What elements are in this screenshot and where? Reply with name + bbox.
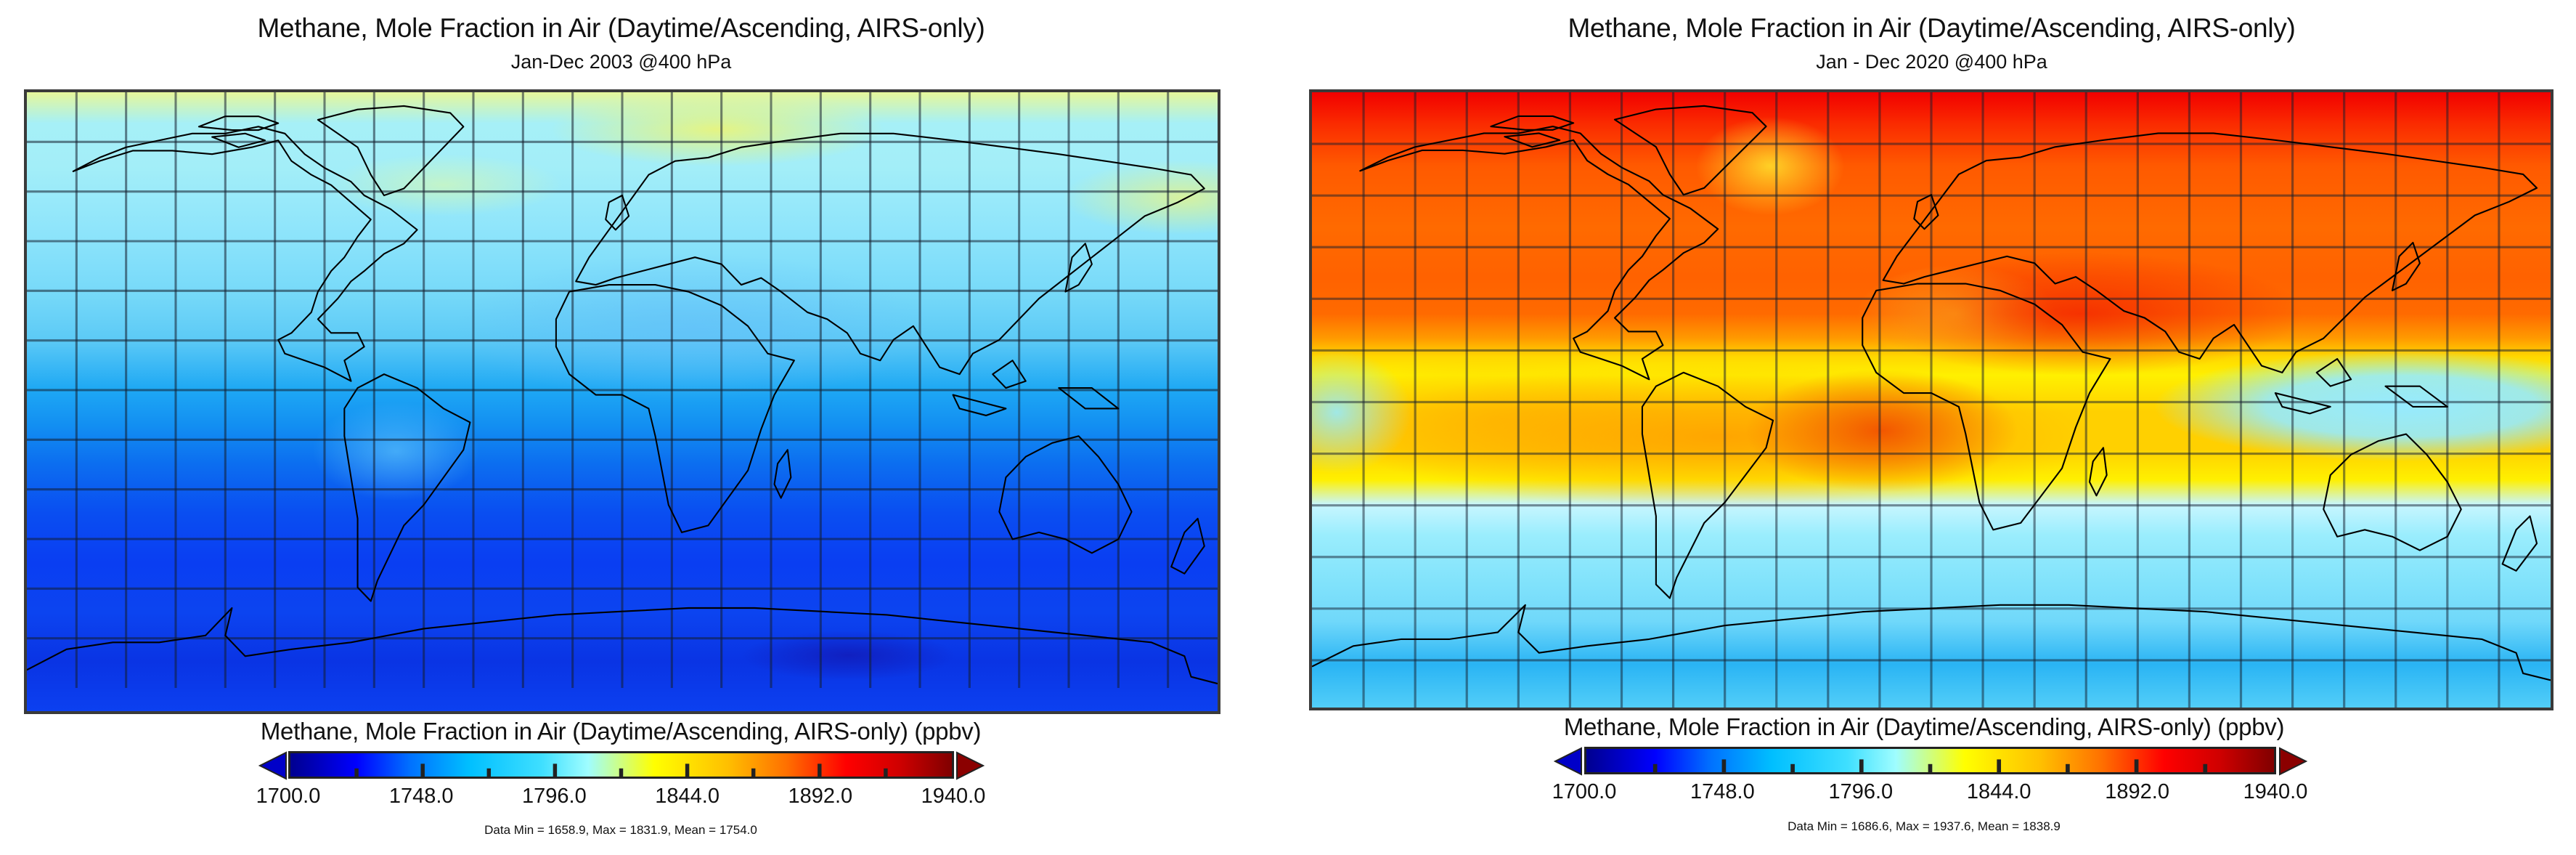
coastlines: [27, 105, 1218, 685]
methane-map-2003: [24, 89, 1220, 714]
chart-subtitle: Jan - Dec 2020 @400 hPa: [1816, 51, 2047, 73]
over-range-arrow: [956, 751, 985, 780]
tick-label: 1892.0: [2105, 780, 2169, 803]
under-range-arrow: [1554, 747, 1582, 776]
data-stats: Data Min = 1658.9, Max = 1831.9, Mean = …: [484, 823, 757, 837]
colorbar-tick-labels: 1700.0 1748.0 1796.0 1844.0 1892.0 1940.…: [256, 785, 986, 814]
panel-2020: Methane, Mole Fraction in Air (Daytime/A…: [1285, 0, 2576, 855]
colorbar-label: Methane, Mole Fraction in Air (Daytime/A…: [260, 718, 982, 745]
tick-label: 1748.0: [1690, 780, 1755, 803]
colorbar-gradient: [288, 751, 954, 779]
tick-label: 1796.0: [522, 785, 587, 808]
chart-title: Methane, Mole Fraction in Air (Daytime/A…: [257, 13, 985, 43]
colorbar-label: Methane, Mole Fraction in Air (Daytime/A…: [1563, 713, 2285, 740]
tick-label: 1844.0: [655, 785, 720, 808]
panel-2003: Methane, Mole Fraction in Air (Daytime/A…: [0, 0, 1249, 855]
coastlines: [1312, 105, 2551, 681]
colorbar: [1554, 747, 2309, 776]
colorbar: [258, 751, 985, 780]
tick-label: 1700.0: [1552, 780, 1617, 803]
colorbar-ticks: [354, 763, 888, 777]
under-range-arrow: [258, 751, 287, 780]
data-stats: Data Min = 1686.6, Max = 1937.6, Mean = …: [1788, 819, 2061, 833]
tick-label: 1844.0: [1966, 780, 2031, 803]
tick-label: 1700.0: [256, 785, 321, 808]
tick-label: 1796.0: [1828, 780, 1894, 803]
chart-title: Methane, Mole Fraction in Air (Daytime/A…: [1568, 13, 2296, 43]
colorbar-ticks: [1652, 759, 2208, 772]
chart-subtitle: Jan-Dec 2003 @400 hPa: [510, 51, 732, 73]
over-range-arrow: [2279, 747, 2307, 776]
colorbar-tick-labels: 1700.0 1748.0 1796.0 1844.0 1892.0 1940.…: [1552, 780, 2308, 809]
tick-label: 1892.0: [788, 785, 853, 808]
methane-map-2020: [1309, 89, 2553, 710]
tick-label: 1940.0: [921, 785, 986, 808]
tick-label: 1748.0: [388, 785, 454, 808]
lat-lon-grid: [27, 92, 1218, 688]
colorbar-gradient: [1584, 747, 2276, 774]
tick-label: 1940.0: [2243, 780, 2308, 803]
